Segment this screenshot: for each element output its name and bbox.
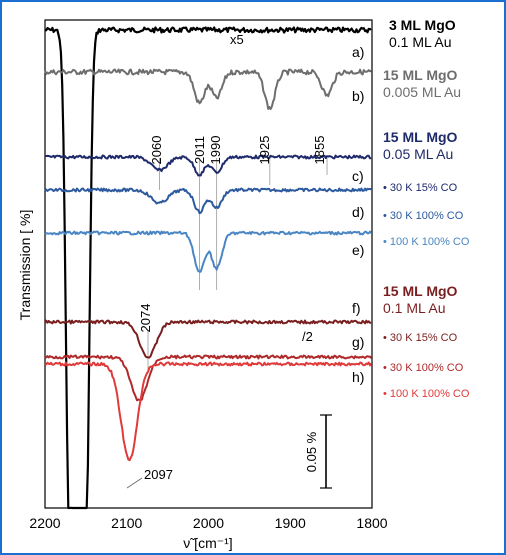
x-tick-label: 2200: [29, 515, 60, 531]
marker-label-2011: 2011: [192, 136, 207, 164]
spectrum-trace-c: [44, 154, 372, 177]
legend-group-title: 15 ML MgO: [383, 129, 458, 145]
trace-label-h: h): [352, 369, 364, 385]
peak-leader-line: [126, 477, 143, 489]
legend-entry: • 30 K 100% CO: [383, 210, 464, 222]
y-axis-label: Transmission [ %]: [17, 210, 33, 321]
spectrum-trace-d: [44, 187, 372, 215]
x-tick-label: 2000: [193, 515, 224, 531]
legend-group-sub: 0.005 ML Au: [383, 84, 461, 100]
x-tick-label: 1900: [275, 515, 306, 531]
trace-label-c: c): [352, 168, 364, 184]
spectrum-trace-f: [44, 319, 372, 359]
peak-label-2097: 2097: [144, 467, 173, 482]
spectrum-trace-e: [44, 230, 372, 273]
scale-bar-label: 0.05 %: [304, 431, 319, 472]
x-axis-label: ν̃ [cm⁻¹]: [183, 535, 232, 551]
legend-group-title: 15 ML MgO: [383, 283, 458, 299]
legend-entry: • 30 K 100% CO: [383, 362, 464, 374]
trace-label-d: d): [352, 204, 364, 220]
marker-label-2074: 2074: [138, 304, 153, 333]
legend-group-sub: 0.1 ML Au: [383, 300, 446, 316]
marker-label-1855: 1855: [312, 136, 327, 165]
trace-label-e: e): [352, 242, 364, 258]
plot-box: [44, 19, 373, 509]
x-tick-label: 2100: [111, 515, 142, 531]
legend-entry: • 30 K 15% CO: [383, 332, 458, 344]
legend-entry: • 100 K 100% CO: [383, 236, 470, 248]
trace-label-f: f): [352, 300, 361, 316]
marker-label-1925: 1925: [257, 136, 272, 165]
trace-label-g: g): [352, 334, 364, 350]
legend-group-sub: 0.1 ML Au: [389, 34, 452, 50]
legend-group-title: 15 ML MgO: [383, 67, 458, 83]
marker-label-2060: 2060: [149, 136, 164, 165]
trace-label-b: b): [352, 88, 364, 104]
legend-group-sub: 0.05 ML Au: [383, 146, 453, 162]
legend-entry: • 100 K 100% CO: [383, 388, 470, 400]
legend-group-title: 3 ML MgO: [389, 17, 456, 33]
spectra-traces: [44, 26, 373, 510]
legend-entry: • 30 K 15% CO: [383, 182, 458, 194]
spectrum-trace-h: [44, 361, 373, 462]
spectrum-trace-b: [44, 68, 372, 111]
scale-factor-half: /2: [302, 329, 313, 344]
spectrum-trace-a: [44, 26, 372, 510]
x-tick-label: 1800: [356, 515, 387, 531]
trace-label-a: a): [352, 44, 364, 60]
scale-factor-x5: x5: [230, 32, 244, 47]
spectrum-trace-g: [44, 354, 373, 402]
marker-label-1990: 1990: [208, 136, 223, 165]
